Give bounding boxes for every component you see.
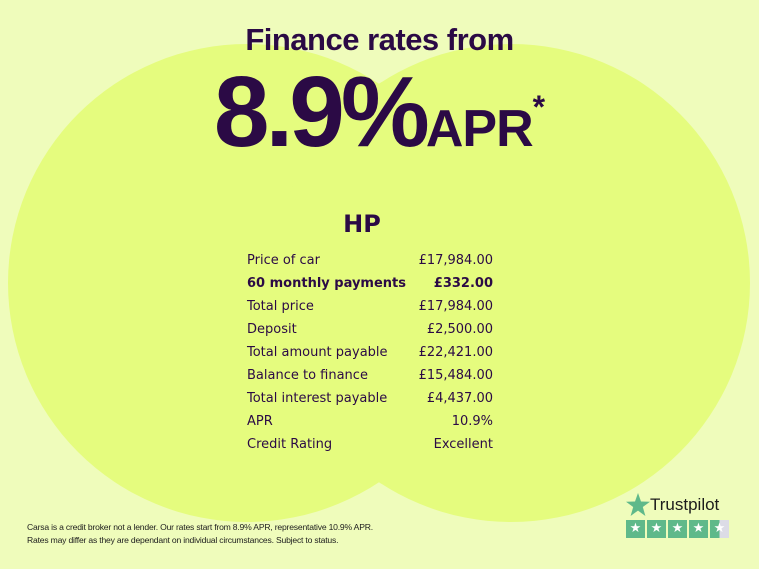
finance-table: Price of car £17,984.00 60 monthly payment… bbox=[247, 251, 493, 458]
trustpilot-rating: ★ ★ ★ ★ ★ bbox=[626, 520, 729, 538]
rating-star-icon: ★ bbox=[626, 520, 645, 538]
table-row: Deposit £2,500.00 bbox=[247, 320, 493, 343]
row-value: £2,500.00 bbox=[426, 322, 493, 337]
table-row: Total price £17,984.00 bbox=[247, 297, 493, 320]
row-label: Balance to finance bbox=[247, 368, 368, 383]
table-row: 60 monthly payments £332.00 bbox=[247, 274, 493, 297]
disclaimer-line: Rates may differ as they are dependant o… bbox=[27, 534, 339, 545]
table-row: Price of car £17,984.00 bbox=[247, 251, 493, 274]
row-value: Excellent bbox=[433, 437, 493, 452]
row-value: £22,421.00 bbox=[418, 345, 493, 360]
headline: Finance rates from bbox=[245, 22, 514, 57]
rating-star-icon: ★ bbox=[647, 520, 666, 538]
row-value: £15,484.00 bbox=[418, 368, 493, 383]
product-title: HP bbox=[343, 210, 381, 238]
row-value: £17,984.00 bbox=[418, 253, 493, 268]
table-row: Credit Rating Excellent bbox=[247, 435, 493, 458]
row-label: APR bbox=[247, 414, 273, 429]
rate-unit: APR bbox=[425, 100, 534, 158]
rate-display: 8.9%APR* bbox=[0, 62, 759, 162]
row-label: Price of car bbox=[247, 253, 320, 268]
table-row: Total interest payable £4,437.00 bbox=[247, 389, 493, 412]
row-value: £332.00 bbox=[433, 276, 493, 291]
table-row: Balance to finance £15,484.00 bbox=[247, 366, 493, 389]
disclaimer: Carsa is a credit broker not a lender. O… bbox=[27, 521, 373, 546]
rating-star-icon: ★ bbox=[668, 520, 687, 538]
row-label: Total interest payable bbox=[247, 391, 388, 406]
star-icon bbox=[626, 493, 650, 516]
trustpilot-name: Trustpilot bbox=[650, 494, 720, 514]
rate-asterisk: * bbox=[532, 89, 546, 125]
rating-star-icon: ★ bbox=[689, 520, 708, 538]
row-value: £17,984.00 bbox=[418, 299, 493, 314]
row-label: Deposit bbox=[247, 322, 297, 337]
table-row: APR 10.9% bbox=[247, 412, 493, 435]
row-label: Total price bbox=[247, 299, 314, 314]
disclaimer-line: Carsa is a credit broker not a lender. O… bbox=[27, 522, 373, 532]
table-row: Total amount payable £22,421.00 bbox=[247, 343, 493, 366]
trustpilot-badge[interactable]: Trustpilot ★ ★ ★ ★ ★ bbox=[626, 493, 729, 538]
row-value: 10.9% bbox=[451, 414, 493, 429]
background-circle-right bbox=[272, 44, 750, 522]
row-value: £4,437.00 bbox=[426, 391, 493, 406]
row-label: Total amount payable bbox=[247, 345, 388, 360]
row-label: 60 monthly payments bbox=[247, 276, 406, 291]
rate-value: 8.9% bbox=[213, 56, 430, 168]
row-label: Credit Rating bbox=[247, 437, 333, 452]
rating-star-icon: ★ bbox=[710, 520, 729, 538]
